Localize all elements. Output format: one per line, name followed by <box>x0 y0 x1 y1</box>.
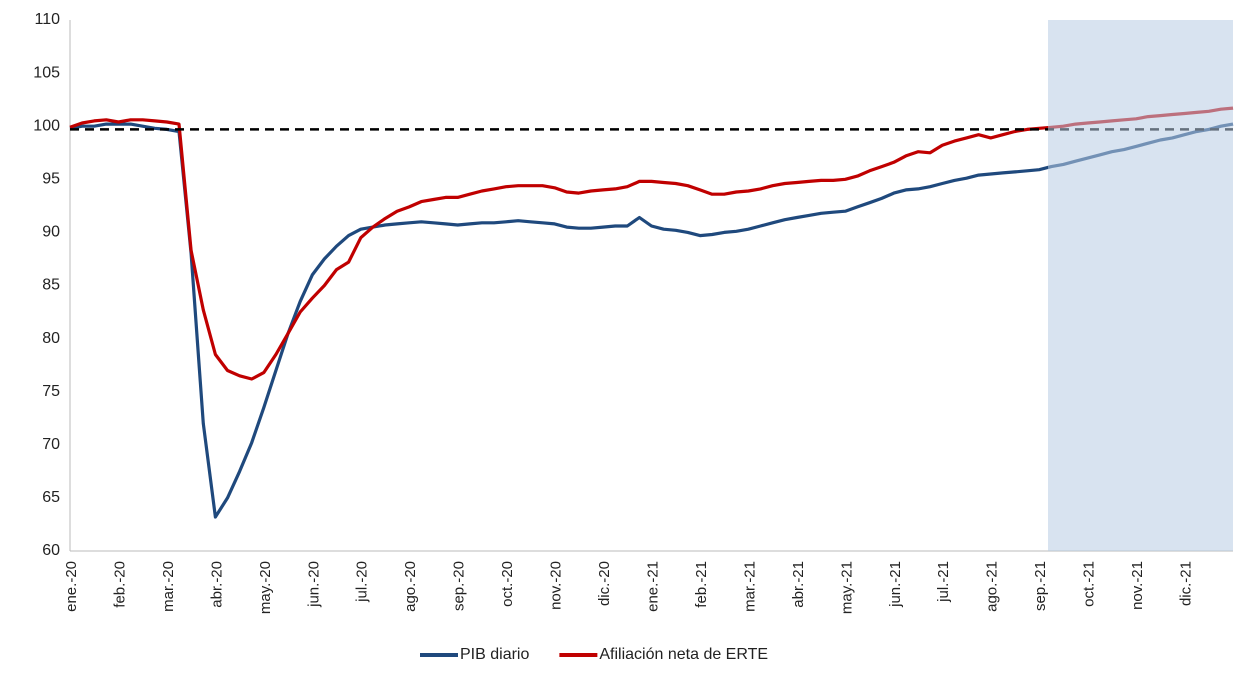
x-tick-label: jun.-21 <box>887 561 904 608</box>
x-tick-label: sep.-20 <box>451 561 468 611</box>
x-tick-label: sep.-21 <box>1032 561 1049 611</box>
x-tick-label: oct.-21 <box>1081 561 1098 607</box>
x-tick-label: feb.-21 <box>693 561 710 608</box>
series-line <box>69 122 1234 519</box>
y-tick-label: 70 <box>42 436 60 453</box>
y-tick-label: 75 <box>42 383 60 400</box>
legend-label: PIB diario <box>460 646 529 663</box>
x-tick-label: dic.-21 <box>1178 561 1195 606</box>
x-tick-label: nov.-20 <box>548 561 565 610</box>
x-tick-label: ene.-20 <box>63 561 80 612</box>
x-tick-label: jul.-20 <box>354 561 371 603</box>
x-tick-label: may.-21 <box>838 561 855 614</box>
x-tick-label: mar.-20 <box>160 561 177 612</box>
y-tick-label: 90 <box>42 224 60 241</box>
legend-label: Afiliación neta de ERTE <box>599 646 768 663</box>
x-tick-label: feb.-20 <box>111 561 128 608</box>
y-tick-label: 80 <box>42 330 60 347</box>
x-tick-label: may.-20 <box>257 561 274 614</box>
x-tick-label: abr.-20 <box>208 561 225 608</box>
y-tick-label: 100 <box>33 117 60 134</box>
x-tick-label: mar.-21 <box>741 561 758 612</box>
x-tick-label: jun.-20 <box>305 561 322 608</box>
y-tick-label: 60 <box>42 542 60 559</box>
x-tick-label: ago.-21 <box>984 561 1001 612</box>
y-tick-label: 105 <box>33 64 60 81</box>
y-tick-label: 85 <box>42 277 60 294</box>
y-tick-label: 65 <box>42 489 60 506</box>
x-tick-label: nov.-21 <box>1129 561 1146 610</box>
x-tick-label: jul.-21 <box>935 561 952 603</box>
series-line <box>69 106 1234 381</box>
x-tick-label: abr.-21 <box>790 561 807 608</box>
x-tick-label: oct.-20 <box>499 561 516 607</box>
x-tick-label: ago.-20 <box>402 561 419 612</box>
x-tick-label: ene.-21 <box>644 561 661 612</box>
x-tick-label: dic.-20 <box>596 561 613 606</box>
y-tick-label: 110 <box>34 11 60 28</box>
y-tick-label: 95 <box>42 171 60 188</box>
forecast-shade <box>1048 20 1233 551</box>
